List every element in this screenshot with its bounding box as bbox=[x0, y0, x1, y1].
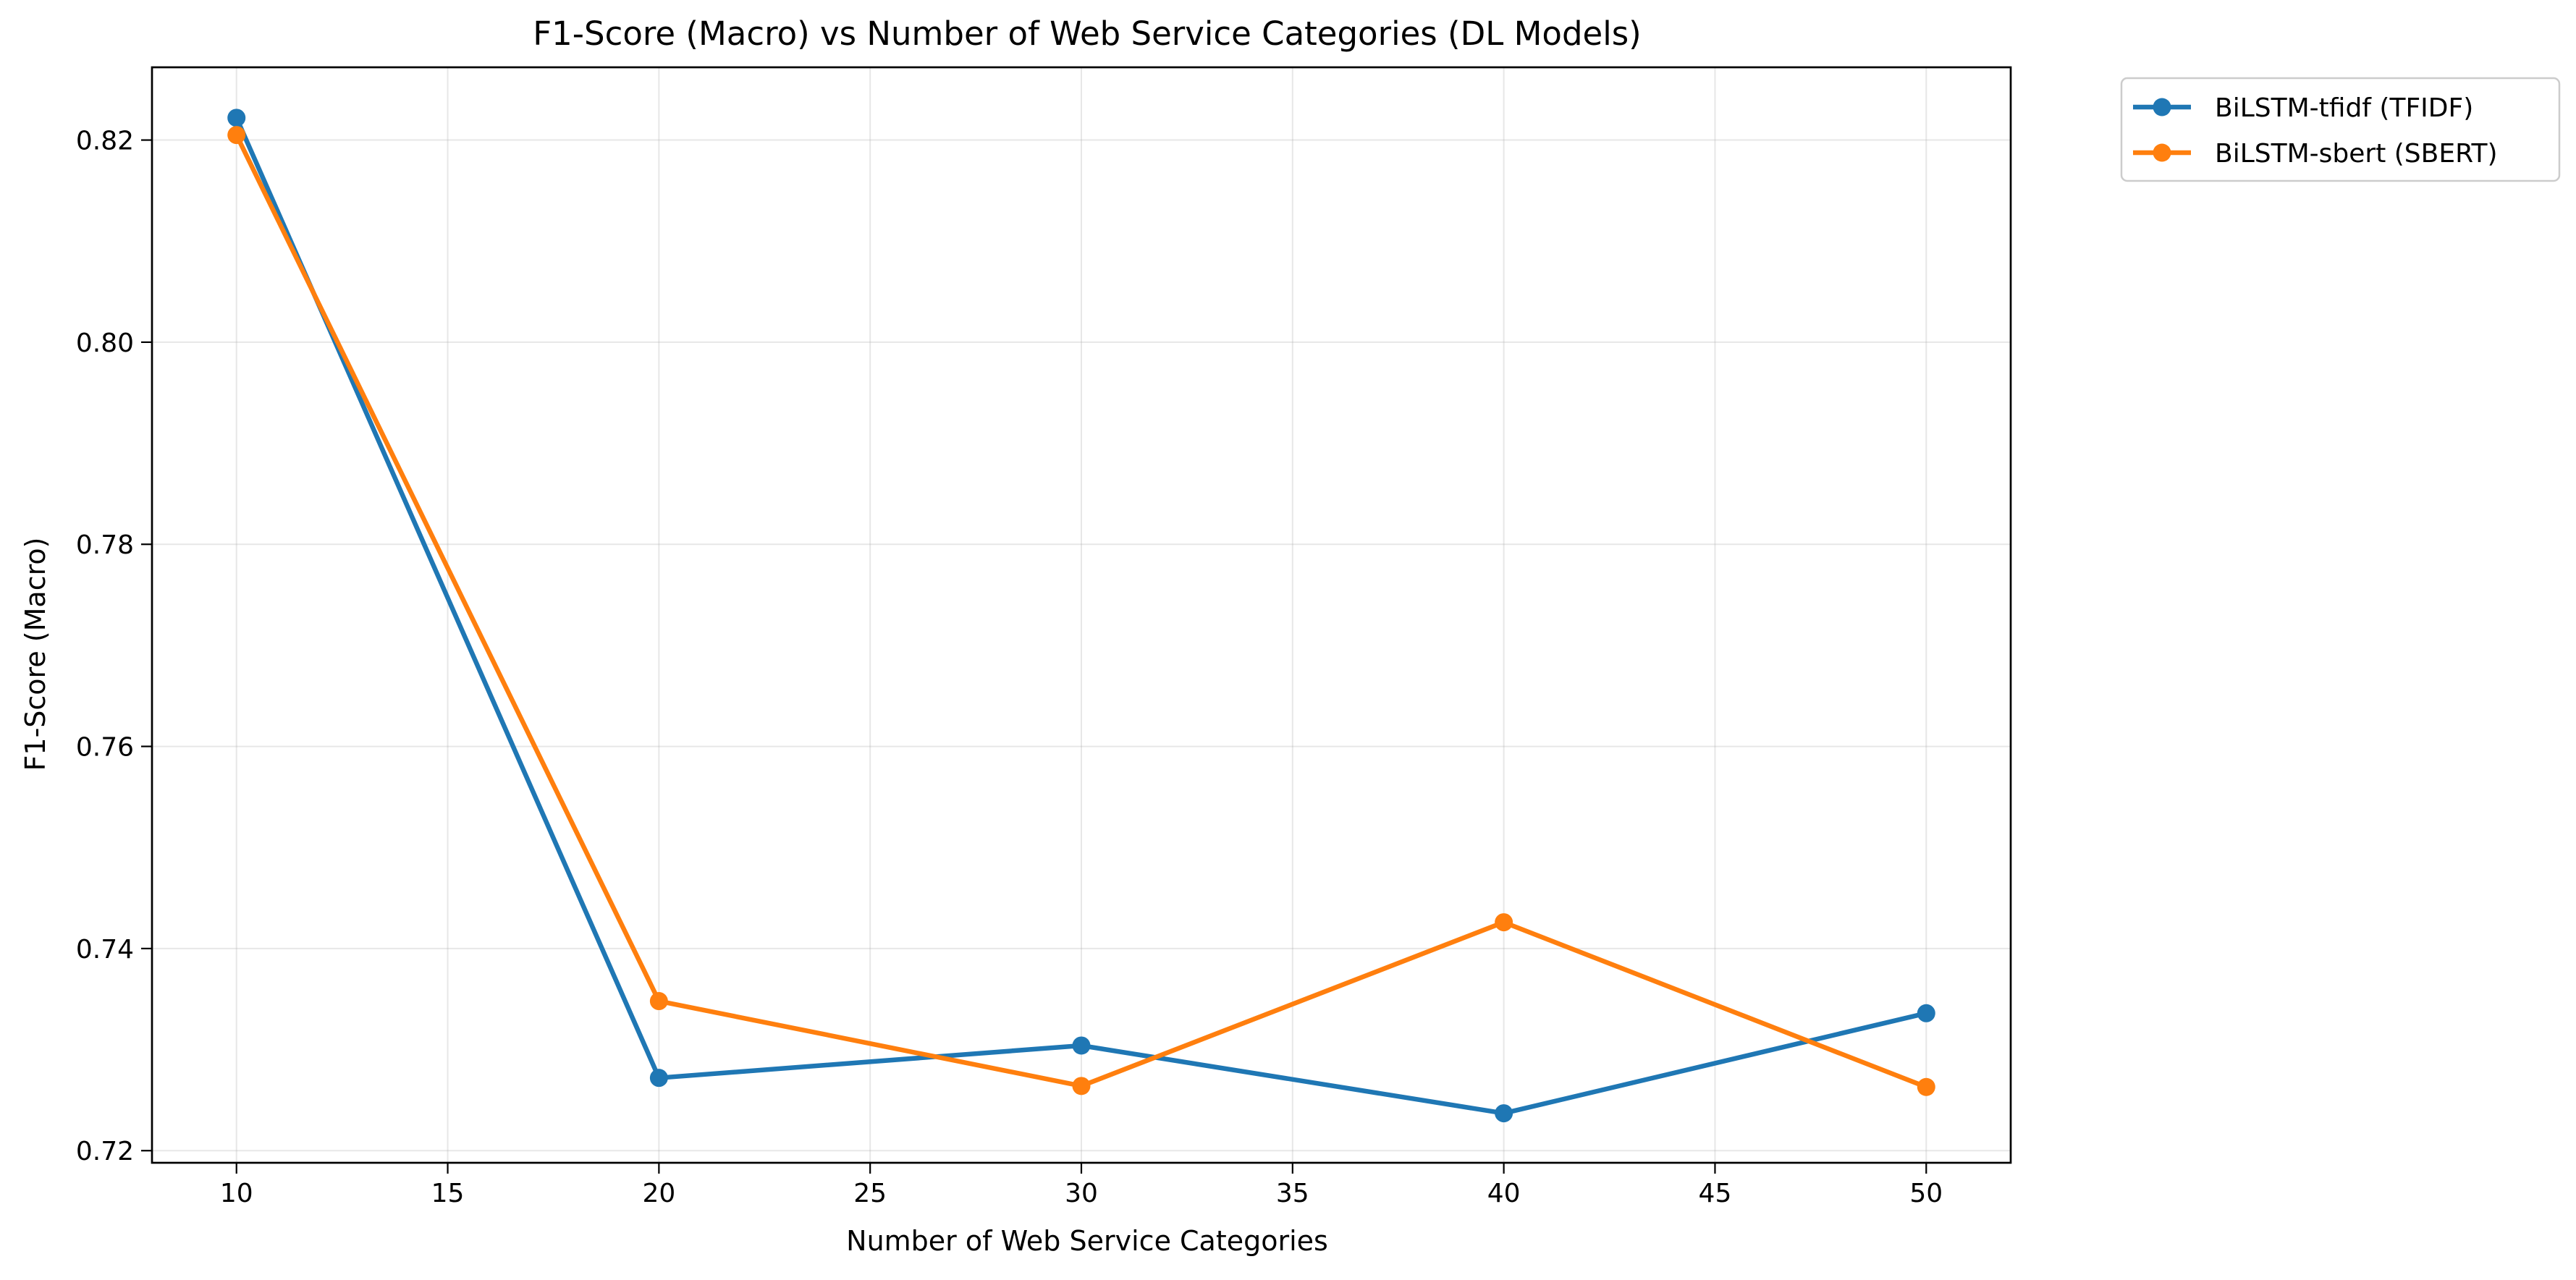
x-tick-label: 50 bbox=[1909, 1179, 1943, 1208]
legend-marker bbox=[2153, 98, 2171, 116]
y-tick-label: 0.78 bbox=[76, 530, 134, 560]
data-point bbox=[649, 992, 668, 1011]
y-tick-label: 0.80 bbox=[76, 329, 134, 358]
data-point bbox=[1917, 1077, 1935, 1096]
series-2 bbox=[227, 126, 1935, 1096]
legend: BiLSTM-tfidf (TFIDF) BiLSTM-sbert (SBERT) bbox=[2120, 77, 2561, 182]
legend-frame bbox=[2120, 77, 2561, 182]
legend-label: BiLSTM-tfidf (TFIDF) bbox=[2215, 93, 2473, 123]
axis-ticks: 10 15 20 25 30 35 40 45 50 0.72 0.74 0.76 0.78 0.80 0.… bbox=[76, 127, 1943, 1208]
x-tick-label: 10 bbox=[220, 1179, 253, 1208]
data-point bbox=[1495, 1104, 1513, 1123]
x-tick-label: 45 bbox=[1699, 1179, 1732, 1208]
legend-label: BiLSTM-sbert (SBERT) bbox=[2215, 139, 2498, 169]
x-tick-label: 25 bbox=[853, 1179, 887, 1208]
legend-item: BiLSTM-tfidf (TFIDF) bbox=[2133, 93, 2473, 123]
series-layer bbox=[227, 109, 1935, 1123]
data-point bbox=[1917, 1004, 1935, 1022]
y-tick-label: 0.76 bbox=[76, 733, 134, 763]
chart-title: F1-Score (Macro) vs Number of Web Servic… bbox=[533, 14, 1641, 53]
x-tick-label: 30 bbox=[1065, 1179, 1098, 1208]
data-point bbox=[1495, 913, 1513, 932]
x-tick-label: 35 bbox=[1276, 1179, 1309, 1208]
x-axis-label: Number of Web Service Categories bbox=[846, 1225, 1328, 1257]
y-tick-label: 0.82 bbox=[76, 127, 134, 156]
x-tick-label: 15 bbox=[431, 1179, 465, 1208]
legend-item: BiLSTM-sbert (SBERT) bbox=[2133, 139, 2498, 169]
legend-marker bbox=[2153, 143, 2171, 162]
series-1 bbox=[227, 109, 1935, 1123]
grid-lines bbox=[152, 67, 2011, 1163]
data-point bbox=[227, 126, 246, 145]
data-point bbox=[649, 1069, 668, 1088]
x-tick-label: 40 bbox=[1487, 1179, 1521, 1208]
x-tick-label: 20 bbox=[642, 1179, 675, 1208]
data-point bbox=[1072, 1077, 1091, 1095]
y-tick-label: 0.74 bbox=[76, 935, 134, 965]
data-point bbox=[1072, 1036, 1091, 1055]
y-axis-label: F1-Score (Macro) bbox=[20, 538, 51, 771]
data-point bbox=[227, 109, 246, 127]
y-tick-label: 0.72 bbox=[76, 1137, 134, 1166]
